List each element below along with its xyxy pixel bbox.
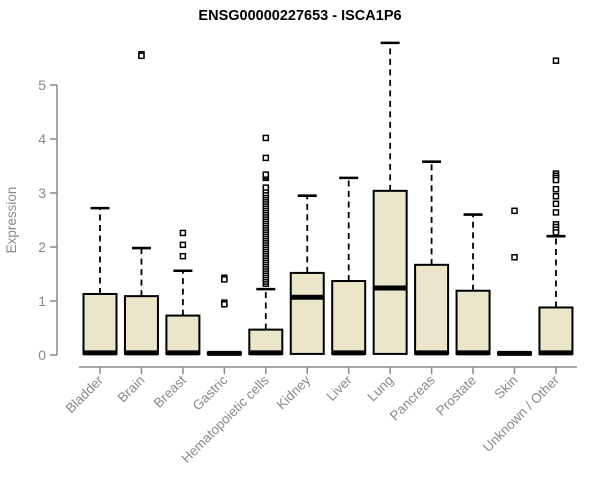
outlier-point <box>552 176 560 184</box>
box-liver <box>331 280 367 355</box>
outlier-point <box>552 192 560 200</box>
outlier-point <box>552 185 560 193</box>
y-axis-label: Expression <box>4 187 19 254</box>
box-lung <box>372 189 408 355</box>
outlier-point <box>138 52 145 60</box>
x-tick-label: Pancreas <box>387 372 438 423</box>
outlier-point <box>511 207 518 215</box>
box-bladder <box>82 292 118 355</box>
outlier-point <box>552 229 560 236</box>
outlier-point <box>179 252 187 260</box>
outlier-point <box>552 200 560 208</box>
box-brain <box>123 295 159 355</box>
y-tick-label: 3 <box>38 185 46 201</box>
x-tick-label: Breast <box>151 372 189 410</box>
y-tick-label: 2 <box>38 239 46 255</box>
x-tick-label: Kidney <box>274 372 314 412</box>
outlier-point <box>221 300 228 308</box>
outlier-point <box>552 209 560 216</box>
x-tick-label: Liver <box>324 372 356 404</box>
y-tick-label: 0 <box>38 347 46 363</box>
box-unknown-other <box>538 306 574 355</box>
box-hematopoietic-cells <box>248 328 284 355</box>
outlier-point <box>179 229 187 237</box>
box-kidney <box>289 271 325 355</box>
y-tick-label: 5 <box>38 77 46 93</box>
y-tick-label: 4 <box>38 131 46 147</box>
outlier-point <box>262 134 270 142</box>
outlier-point <box>262 171 270 178</box>
outlier-point <box>262 154 270 162</box>
x-tick-label: Lung <box>364 373 396 405</box>
x-tick-label: Brain <box>115 373 148 406</box>
x-tick-label: Gastric <box>190 372 231 413</box>
box-breast <box>165 314 201 355</box>
chart-title: ENSG00000227653 - ISCA1P6 <box>198 8 401 24</box>
outlier-point <box>552 57 560 64</box>
x-tick-label: Unknown / Other <box>480 372 563 455</box>
x-tick-label: Prostate <box>433 373 479 419</box>
outlier-point <box>179 241 187 249</box>
y-tick-label: 1 <box>38 293 46 309</box>
box-prostate <box>455 289 491 355</box>
x-tick-label: Bladder <box>63 372 107 416</box>
outlier-point <box>262 184 270 191</box>
outlier-point <box>221 276 228 283</box>
box-pancreas <box>414 263 450 355</box>
outlier-point <box>511 254 518 261</box>
x-tick-label: Skin <box>491 373 520 402</box>
